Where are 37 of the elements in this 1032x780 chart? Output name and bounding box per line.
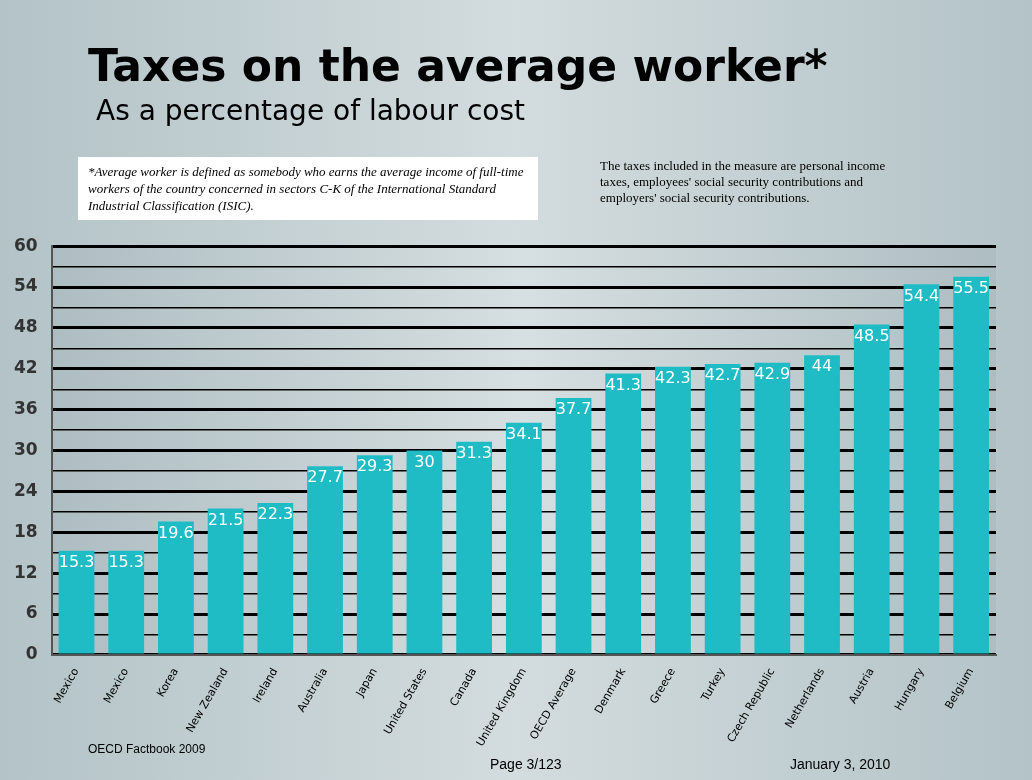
data-label: 55.5 xyxy=(953,278,989,298)
data-label: 31.3 xyxy=(456,442,492,462)
data-label: 42.9 xyxy=(754,363,791,383)
y-tick-label: 24 xyxy=(13,479,38,500)
data-label: 34.1 xyxy=(506,423,542,443)
data-label: 54.4 xyxy=(903,285,940,305)
data-label: 15.3 xyxy=(108,551,145,571)
data-label: 22.3 xyxy=(257,504,294,524)
text: January 3, 2010 xyxy=(790,756,891,772)
text: OECD Factbook 2009 xyxy=(88,742,206,756)
y-tick-label: 6 xyxy=(25,602,38,623)
text: *Average worker is defined as somebody who earns the average income of full-time workers of the country concerned in sectors C-K of the International Standard Industrial Classification (ISIC). xyxy=(78,157,538,220)
y-tick-label: 48 xyxy=(13,316,38,337)
y-tick-label: 12 xyxy=(13,561,38,582)
data-label: 29.3 xyxy=(356,456,393,476)
data-label: 41.3 xyxy=(605,374,642,394)
data-label: 19.6 xyxy=(158,522,194,542)
data-label: 42.3 xyxy=(655,367,691,387)
y-tick-label: 30 xyxy=(13,438,38,459)
data-label: 42.7 xyxy=(704,365,741,385)
data-label: 21.5 xyxy=(207,509,244,529)
data-label: 15.3 xyxy=(58,551,95,571)
y-tick-label: 60 xyxy=(13,234,38,255)
y-tick-label: 18 xyxy=(13,520,38,541)
y-tick-label: 36 xyxy=(13,398,38,419)
chart-subtitle: As a percentage of labour cost xyxy=(96,94,525,127)
data-label: 44 xyxy=(811,356,833,376)
data-label: 48.5 xyxy=(853,325,890,345)
data-label: 30 xyxy=(414,451,435,471)
chart-title: Taxes on the average worker* xyxy=(88,40,828,91)
y-tick-label: 54 xyxy=(13,275,38,296)
data-label: 27.7 xyxy=(307,467,343,487)
text: The taxes included in the measure are personal income taxes, employees' social security contributions and employers' social security contributions. xyxy=(600,158,887,206)
y-tick-label: 42 xyxy=(13,357,38,378)
text: Page 3/123 xyxy=(490,756,562,772)
data-label: 37.7 xyxy=(555,399,592,419)
y-tick-label: 0 xyxy=(25,643,38,664)
